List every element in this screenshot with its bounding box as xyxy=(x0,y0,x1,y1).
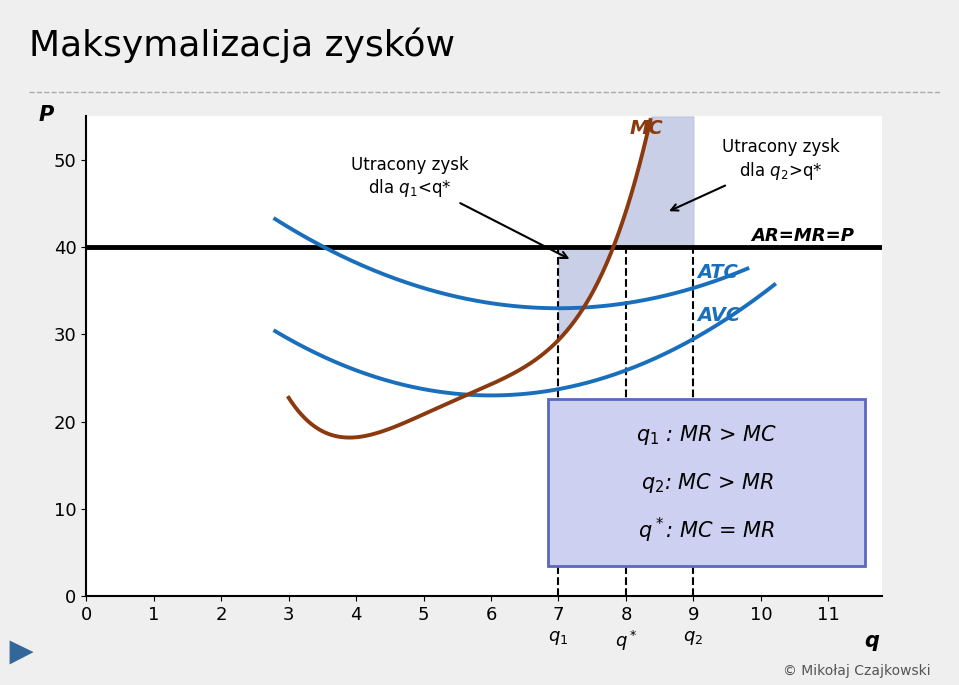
Text: Utracony zysk
dla $q_2$>q*: Utracony zysk dla $q_2$>q* xyxy=(671,138,840,210)
Text: AVC: AVC xyxy=(697,306,740,325)
Text: © Mikołaj Czajkowski: © Mikołaj Czajkowski xyxy=(783,664,930,678)
Text: $q_1$: $q_1$ xyxy=(549,629,569,647)
Text: Maksymalizacja zysków: Maksymalizacja zysków xyxy=(29,27,455,63)
Text: Utracony zysk
dla $q_1$<q*: Utracony zysk dla $q_1$<q* xyxy=(351,156,568,258)
Text: P: P xyxy=(38,105,54,125)
FancyBboxPatch shape xyxy=(549,399,865,566)
Text: $q^*$: MC = MR: $q^*$: MC = MR xyxy=(638,516,776,545)
Text: $q_2$: $q_2$ xyxy=(684,629,704,647)
Text: AR=MR=P: AR=MR=P xyxy=(751,227,854,245)
Text: $q_2$: MC > MR: $q_2$: MC > MR xyxy=(641,471,773,495)
Text: ATC: ATC xyxy=(697,263,737,282)
Text: q: q xyxy=(865,631,879,651)
Text: $q_1$ : MR > MC: $q_1$ : MR > MC xyxy=(636,423,778,447)
Text: $q^*$: $q^*$ xyxy=(615,629,638,653)
Text: MC: MC xyxy=(629,119,663,138)
